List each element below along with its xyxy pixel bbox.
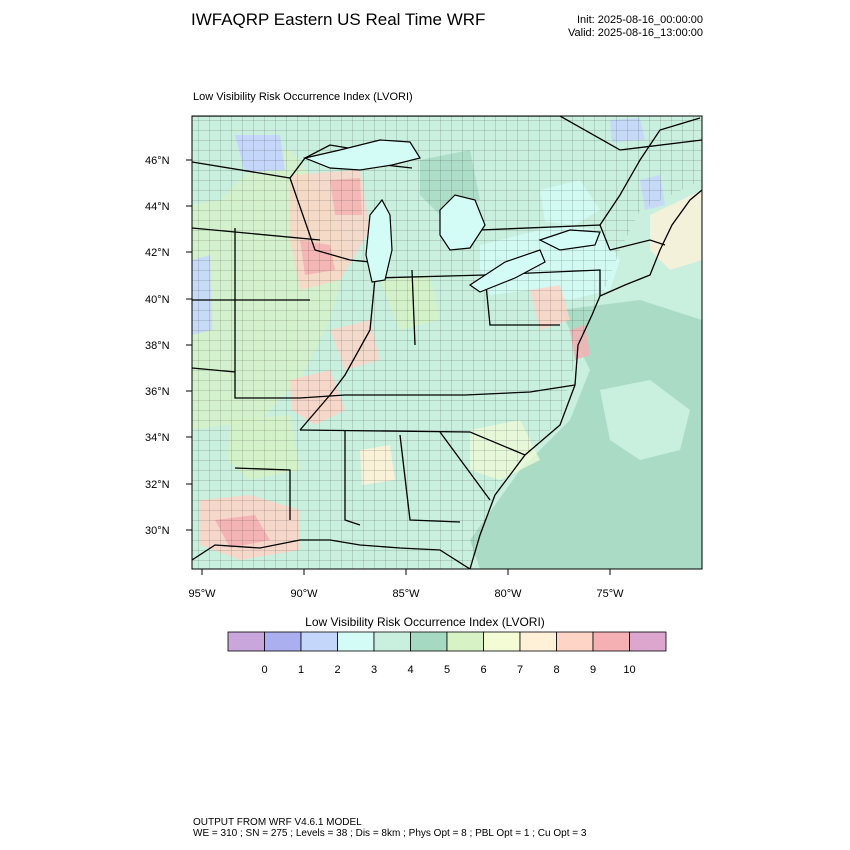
colorbar-tick-label: 7: [517, 664, 523, 676]
colorbar-swatch: [556, 631, 594, 652]
colorbar-swatch: [483, 631, 521, 652]
lon-label: 85°W: [392, 588, 420, 600]
colorbar-swatch: [337, 631, 375, 652]
lat-label: 32°N: [145, 479, 170, 491]
colorbar-tick-label: 0: [261, 664, 267, 676]
colorbar-title: Low Visibility Risk Occurrence Index (LV…: [305, 615, 545, 629]
colorbar-swatch: [410, 631, 448, 652]
lon-axis: 95°W 90°W 85°W 80°W 75°W: [188, 569, 624, 600]
colorbar-swatch: [227, 631, 265, 652]
valid-time: Valid: 2025-08-16_13:00:00: [568, 27, 703, 39]
lon-label: 90°W: [290, 588, 318, 600]
footer-config: WE = 310 ; SN = 275 ; Levels = 38 ; Dis …: [193, 828, 587, 839]
lat-label: 42°N: [145, 247, 170, 259]
lon-label: 75°W: [596, 588, 624, 600]
colorbar-swatch: [519, 631, 557, 652]
page-title: IWFAQRP Eastern US Real Time WRF: [191, 10, 486, 29]
lat-label: 46°N: [145, 155, 170, 167]
lat-label: 36°N: [145, 386, 170, 398]
lat-label: 38°N: [145, 340, 170, 352]
lat-axis: 46°N 44°N 42°N 40°N 38°N 36°N 34°N 32°N …: [145, 155, 192, 537]
colorbar-swatch: [300, 631, 338, 652]
colorbar-labels: 0 1 2 3 4 5 6 7 8 9 10: [261, 664, 635, 676]
colorbar-tick-label: 2: [334, 664, 340, 676]
colorbar-tick-label: 10: [623, 664, 635, 676]
colorbar-swatch: [629, 631, 667, 652]
colorbar-tick-label: 1: [298, 664, 304, 676]
canada-border: [192, 116, 702, 151]
lon-label: 80°W: [494, 588, 522, 600]
plot-subtitle: Low Visibility Risk Occurrence Index (LV…: [193, 91, 413, 103]
lon-label: 95°W: [188, 588, 216, 600]
init-time: Init: 2025-08-16_00:00:00: [577, 14, 703, 26]
colorbar-tick-label: 6: [480, 664, 486, 676]
colorbar-tick-label: 4: [407, 664, 413, 676]
colorbar: [227, 631, 667, 652]
great-lakes: [302, 139, 601, 293]
lat-label: 34°N: [145, 432, 170, 444]
colorbar-tick-label: 3: [371, 664, 377, 676]
state-boundaries: [192, 117, 702, 569]
colorbar-tick-label: 8: [553, 664, 559, 676]
colorbar-tick-label: 5: [444, 664, 450, 676]
colorbar-tick-label: 9: [590, 664, 596, 676]
colorbar-swatch: [373, 631, 411, 652]
county-boundaries: [192, 116, 702, 569]
colorbar-swatch: [592, 631, 630, 652]
footer-model: OUTPUT FROM WRF V4.6.1 MODEL: [193, 817, 362, 828]
lat-label: 30°N: [145, 525, 170, 537]
colorbar-swatch: [264, 631, 302, 652]
lat-label: 40°N: [145, 294, 170, 306]
lat-label: 44°N: [145, 201, 170, 213]
colorbar-swatch: [446, 631, 484, 652]
map-frame: [191, 115, 703, 570]
